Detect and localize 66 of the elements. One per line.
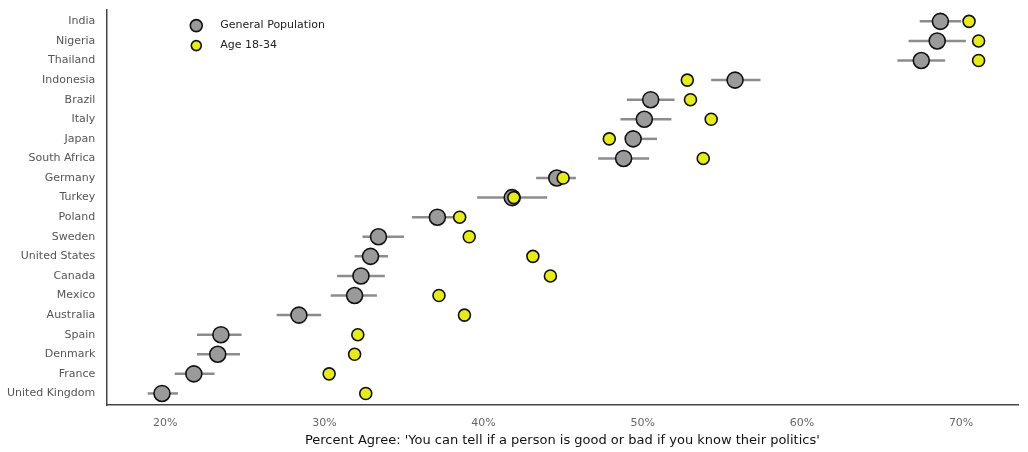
y-tick-label: United Kingdom xyxy=(6,386,96,400)
y-tick-label: France xyxy=(58,366,96,380)
x-tick-label: 50% xyxy=(630,415,655,429)
legend-label: General Population xyxy=(220,18,325,32)
point xyxy=(369,227,388,246)
x-axis-title: Percent Agree: 'You can tell if a person is good or bad if you know their politics' xyxy=(304,431,820,447)
point xyxy=(704,112,718,127)
point xyxy=(358,386,373,401)
point xyxy=(928,32,947,50)
point xyxy=(641,90,660,109)
point xyxy=(428,208,447,226)
point xyxy=(347,347,362,362)
point xyxy=(962,14,976,29)
point xyxy=(680,73,695,87)
y-tick-label: India xyxy=(68,14,96,28)
point xyxy=(352,267,370,285)
point xyxy=(971,34,986,48)
point xyxy=(361,247,380,266)
y-tick-label: Poland xyxy=(58,210,96,224)
y-tick-label: Germany xyxy=(44,170,96,184)
point xyxy=(345,286,364,305)
y-tick-label: Spain xyxy=(64,327,96,341)
y-tick-label: Turkey xyxy=(58,190,96,204)
point xyxy=(212,325,230,344)
y-tick-label: Denmark xyxy=(44,347,96,361)
y-tick-label: Thailand xyxy=(47,53,96,67)
y-tick-label: Indonesia xyxy=(42,72,96,86)
y-tick-label: South Africa xyxy=(28,151,96,165)
point xyxy=(452,210,467,224)
point xyxy=(208,345,227,364)
point xyxy=(683,92,698,107)
point xyxy=(290,306,308,324)
y-tick-label: Brazil xyxy=(64,92,96,106)
x-tick-label: 30% xyxy=(312,415,337,429)
x-tick-label: 20% xyxy=(152,415,178,429)
y-tick-label: Sweden xyxy=(51,229,96,243)
point xyxy=(322,367,336,381)
x-tick-label: 70% xyxy=(948,415,974,429)
point xyxy=(457,308,472,322)
point xyxy=(971,53,986,68)
point xyxy=(624,130,642,148)
point xyxy=(351,327,365,342)
y-tick-label: Italy xyxy=(71,112,96,126)
point xyxy=(185,365,203,383)
point xyxy=(602,132,617,146)
y-tick-label: Australia xyxy=(46,307,96,321)
point xyxy=(556,171,570,185)
point xyxy=(912,51,931,70)
y-tick-label: Nigeria xyxy=(55,33,96,47)
point xyxy=(696,151,711,166)
y-tick-label: Canada xyxy=(53,268,96,282)
point xyxy=(432,288,446,303)
legend-label: Age 18-34 xyxy=(220,38,278,52)
point xyxy=(462,229,477,244)
point xyxy=(635,110,654,129)
point xyxy=(931,12,950,31)
y-tick-label: Japan xyxy=(63,131,96,145)
point xyxy=(153,384,171,403)
x-tick-label: 60% xyxy=(789,415,815,429)
x-tick-label: 40% xyxy=(471,415,496,429)
point xyxy=(614,149,633,168)
point xyxy=(526,249,540,264)
point xyxy=(726,71,744,89)
y-tick-label: United States xyxy=(20,249,96,263)
point xyxy=(543,269,558,283)
y-tick-label: Mexico xyxy=(56,288,96,302)
